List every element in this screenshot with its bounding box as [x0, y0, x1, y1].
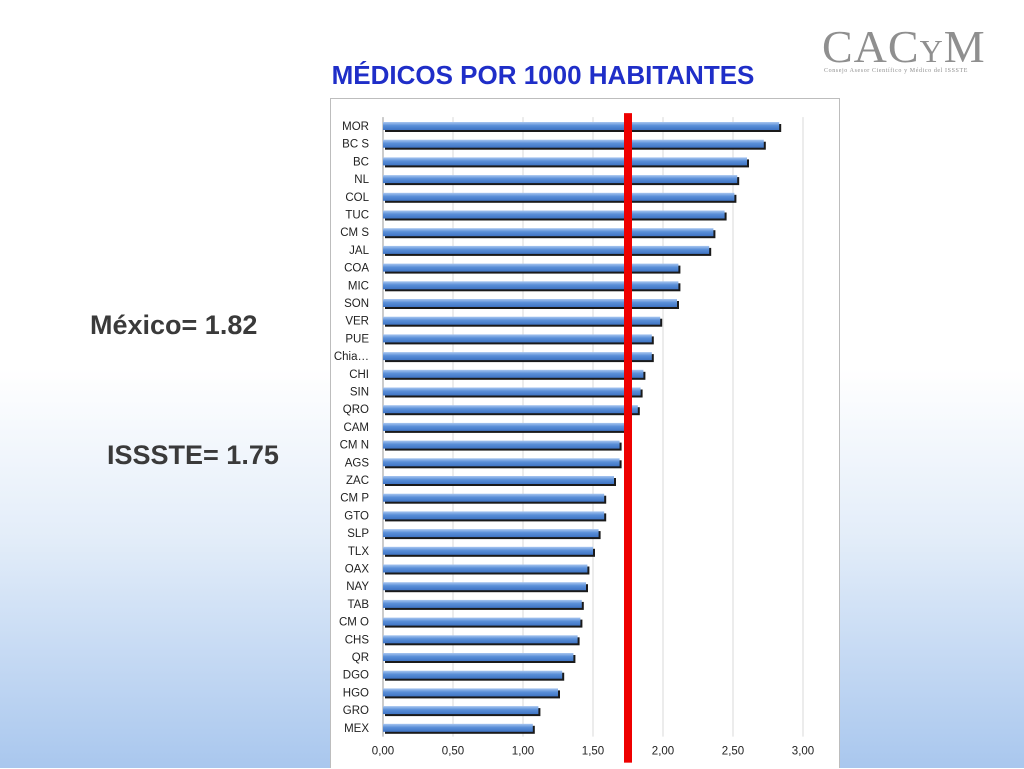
x-tick-label: 0,50	[442, 746, 464, 758]
bar	[383, 245, 710, 254]
x-tick-label: 1,50	[582, 746, 604, 758]
bar	[383, 582, 586, 591]
bar	[383, 511, 605, 520]
bar	[383, 281, 679, 290]
bar	[383, 369, 644, 378]
category-label: OAX	[345, 564, 370, 576]
category-label: CM S	[340, 227, 369, 239]
reference-line	[624, 113, 632, 763]
bar	[383, 458, 620, 467]
category-label: CAM	[343, 422, 369, 434]
category-label: CHS	[345, 634, 370, 646]
category-label: CM N	[340, 440, 369, 452]
bar	[383, 228, 714, 237]
category-label: TUC	[345, 210, 369, 222]
bar	[383, 122, 780, 130]
bar	[383, 723, 533, 732]
category-label: SON	[344, 298, 369, 310]
bar	[383, 316, 661, 325]
bar	[383, 670, 563, 679]
bar	[383, 263, 679, 272]
bar	[383, 139, 764, 148]
category-label: AGS	[345, 457, 370, 469]
category-label: MIC	[348, 280, 369, 292]
bar	[383, 546, 593, 555]
bar	[383, 175, 738, 184]
bar	[383, 387, 641, 396]
logo-subtitle: Consejo Asesor Científico y Médico del I…	[824, 68, 968, 74]
category-label: COA	[344, 263, 369, 275]
bar	[383, 334, 652, 343]
category-label: QRO	[343, 404, 369, 416]
category-label: SIN	[350, 387, 369, 399]
category-label: DGO	[343, 670, 369, 682]
bar	[383, 210, 725, 219]
bar	[383, 440, 620, 449]
bar	[383, 688, 558, 697]
x-tick-label: 3,00	[792, 746, 814, 758]
category-label: JAL	[349, 245, 369, 257]
category-label: MOR	[342, 121, 369, 133]
logo-wordmark: CACYM	[822, 21, 986, 72]
category-label: CM P	[340, 493, 369, 505]
category-label: BC S	[342, 139, 369, 151]
x-tick-label: 2,50	[722, 746, 744, 758]
category-label: BC	[353, 156, 369, 168]
category-label: QR	[352, 652, 369, 664]
bar-chart: 0,00 0,50 1,00 1,50 2,00 2,50 3,00 MOR BC S BC NL C…	[334, 113, 814, 763]
category-label: GRO	[343, 705, 369, 717]
x-tick-label: 1,00	[512, 746, 534, 758]
bar	[383, 405, 638, 414]
category-label: CHI	[349, 369, 369, 381]
category-label: NAY	[346, 581, 369, 593]
bar	[383, 653, 574, 661]
category-label: COL	[345, 192, 369, 204]
bar	[383, 493, 605, 502]
bar	[383, 157, 747, 166]
bar	[383, 476, 614, 484]
x-tick-label: 2,00	[652, 746, 674, 758]
category-label: MEX	[344, 723, 369, 735]
category-label: SLP	[347, 528, 369, 540]
category-label: ZAC	[346, 475, 369, 487]
bar	[383, 299, 677, 307]
x-tick-label: 0,00	[372, 746, 394, 758]
chart-title: MÉDICOS POR 1000 HABITANTES	[331, 60, 755, 90]
chart-area: 0,00 0,50 1,00 1,50 2,00 2,50 3,00 MOR BC S BC NL C…	[330, 98, 840, 768]
category-label: NL	[354, 174, 369, 186]
bar	[383, 617, 581, 626]
cacym-logo: CACYM Consejo Asesor Científico y Médico…	[822, 24, 998, 80]
category-label: TAB	[347, 599, 369, 611]
mexico-average-label: México= 1.82	[90, 310, 258, 340]
category-label: VER	[345, 316, 369, 328]
bar	[383, 635, 578, 644]
bar	[383, 564, 588, 573]
bar	[383, 706, 539, 715]
category-label: TLX	[348, 546, 369, 558]
category-label: CM O	[339, 617, 369, 629]
bar	[383, 352, 652, 361]
category-label: GTO	[344, 510, 369, 522]
bar	[383, 599, 582, 608]
category-label: Chia…	[334, 351, 369, 363]
category-label: PUE	[345, 333, 369, 345]
bar	[383, 192, 735, 201]
bar	[383, 422, 628, 431]
bar	[383, 529, 599, 538]
issste-average-label: ISSSTE= 1.75	[107, 440, 279, 470]
category-label: HGO	[343, 687, 369, 699]
